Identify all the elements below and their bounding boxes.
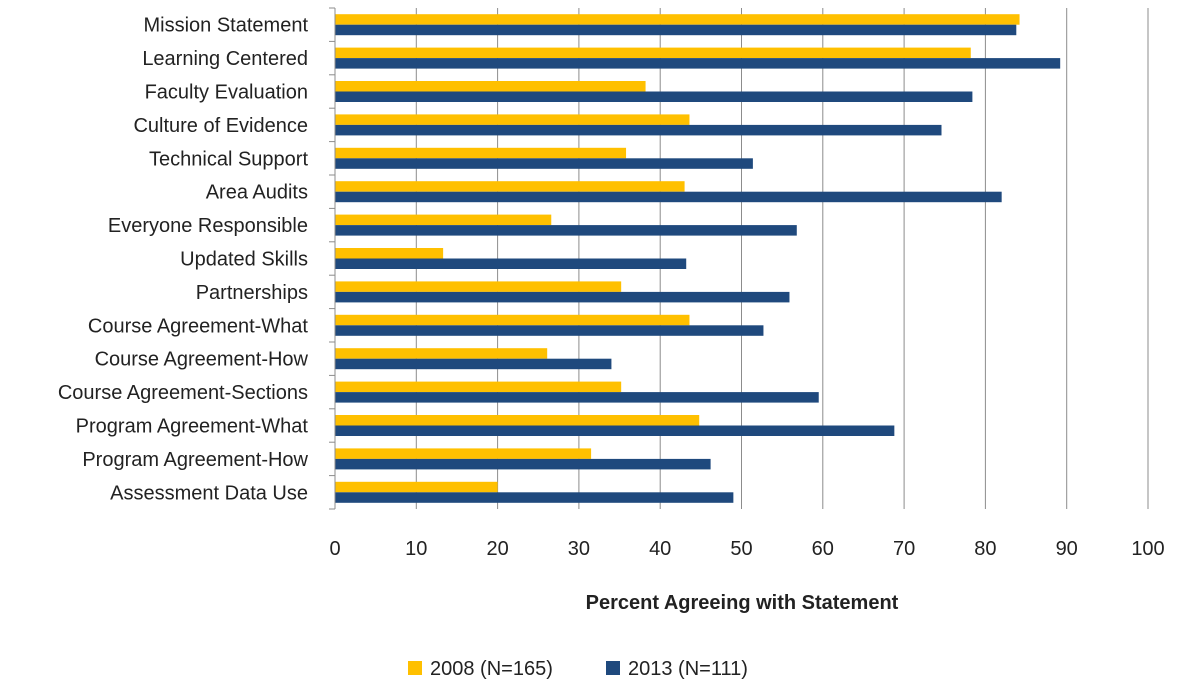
category-label: Assessment Data Use: [110, 482, 308, 504]
bar-2008-13: [335, 448, 592, 459]
bar-2008-12: [335, 415, 700, 426]
x-tick-label: 70: [893, 538, 915, 560]
bar-2013-10: [335, 358, 612, 370]
bar-2013-3: [335, 124, 942, 136]
bar-2013-0: [335, 24, 1017, 36]
bar-2008-11: [335, 381, 622, 393]
category-label: Course Agreement-Sections: [58, 382, 308, 404]
bar-2013-5: [335, 191, 1002, 203]
bar-2013-4: [335, 158, 753, 169]
x-tick-label: 40: [649, 538, 671, 560]
bar-2013-8: [335, 291, 790, 303]
x-tick-label: 90: [1056, 538, 1078, 560]
bar-2013-12: [335, 425, 895, 436]
legend: 2008 (N=165) 2013 (N=111): [408, 658, 748, 680]
x-tick-label: 0: [329, 538, 340, 560]
category-label: Culture of Evidence: [133, 115, 308, 137]
category-label: Area Audits: [206, 182, 308, 204]
bar-2008-14: [335, 481, 498, 493]
x-tick-labels: 0 10 20 30 40 50 60 70 80 90 100: [329, 538, 1164, 560]
bars: [335, 14, 1061, 503]
category-label: Technical Support: [149, 148, 308, 170]
category-label: Updated Skills: [180, 249, 308, 271]
legend-swatch-2008: [408, 661, 422, 675]
category-label: Course Agreement-How: [95, 349, 309, 371]
category-label: Learning Centered: [142, 48, 308, 70]
legend-label-2013: 2013 (N=111): [628, 658, 748, 680]
bar-2008-10: [335, 348, 548, 359]
x-tick-label: 100: [1131, 538, 1164, 560]
bar-2008-0: [335, 14, 1020, 25]
category-label: Program Agreement-How: [82, 449, 308, 471]
category-label: Program Agreement-What: [76, 416, 309, 438]
legend-label-2008: 2008 (N=165): [430, 658, 553, 680]
bar-2013-11: [335, 392, 819, 403]
bar-2008-7: [335, 248, 444, 259]
category-label: Partnerships: [196, 282, 308, 304]
category-label: Everyone Responsible: [108, 215, 308, 237]
bar-2013-13: [335, 458, 711, 470]
bar-2008-4: [335, 147, 627, 159]
x-tick-label: 80: [974, 538, 996, 560]
x-tick-label: 50: [730, 538, 752, 560]
bar-2008-6: [335, 214, 552, 226]
bar-2008-5: [335, 181, 685, 192]
bar-2013-7: [335, 258, 687, 269]
x-tick-label: 60: [812, 538, 834, 560]
category-label: Mission Statement: [143, 15, 308, 37]
legend-swatch-2013: [606, 661, 620, 675]
bar-2013-6: [335, 225, 797, 236]
bar-2008-2: [335, 81, 646, 92]
bar-2008-9: [335, 314, 690, 326]
bar-2013-14: [335, 492, 734, 503]
category-label: Course Agreement-What: [88, 315, 309, 337]
bar-2008-3: [335, 114, 690, 125]
axes: [329, 7, 336, 510]
x-axis-title: Percent Agreeing with Statement: [586, 592, 899, 614]
x-tick-label: 30: [568, 538, 590, 560]
bar-2013-9: [335, 325, 764, 336]
bar-2013-1: [335, 58, 1061, 69]
category-label: Faculty Evaluation: [145, 82, 308, 104]
bar-2008-8: [335, 281, 622, 292]
x-tick-label: 20: [486, 538, 508, 560]
bar-2008-1: [335, 47, 971, 59]
category-labels: Mission Statement Learning Centered Facult…: [58, 15, 309, 505]
bar-2013-2: [335, 91, 973, 102]
x-tick-label: 10: [405, 538, 427, 560]
